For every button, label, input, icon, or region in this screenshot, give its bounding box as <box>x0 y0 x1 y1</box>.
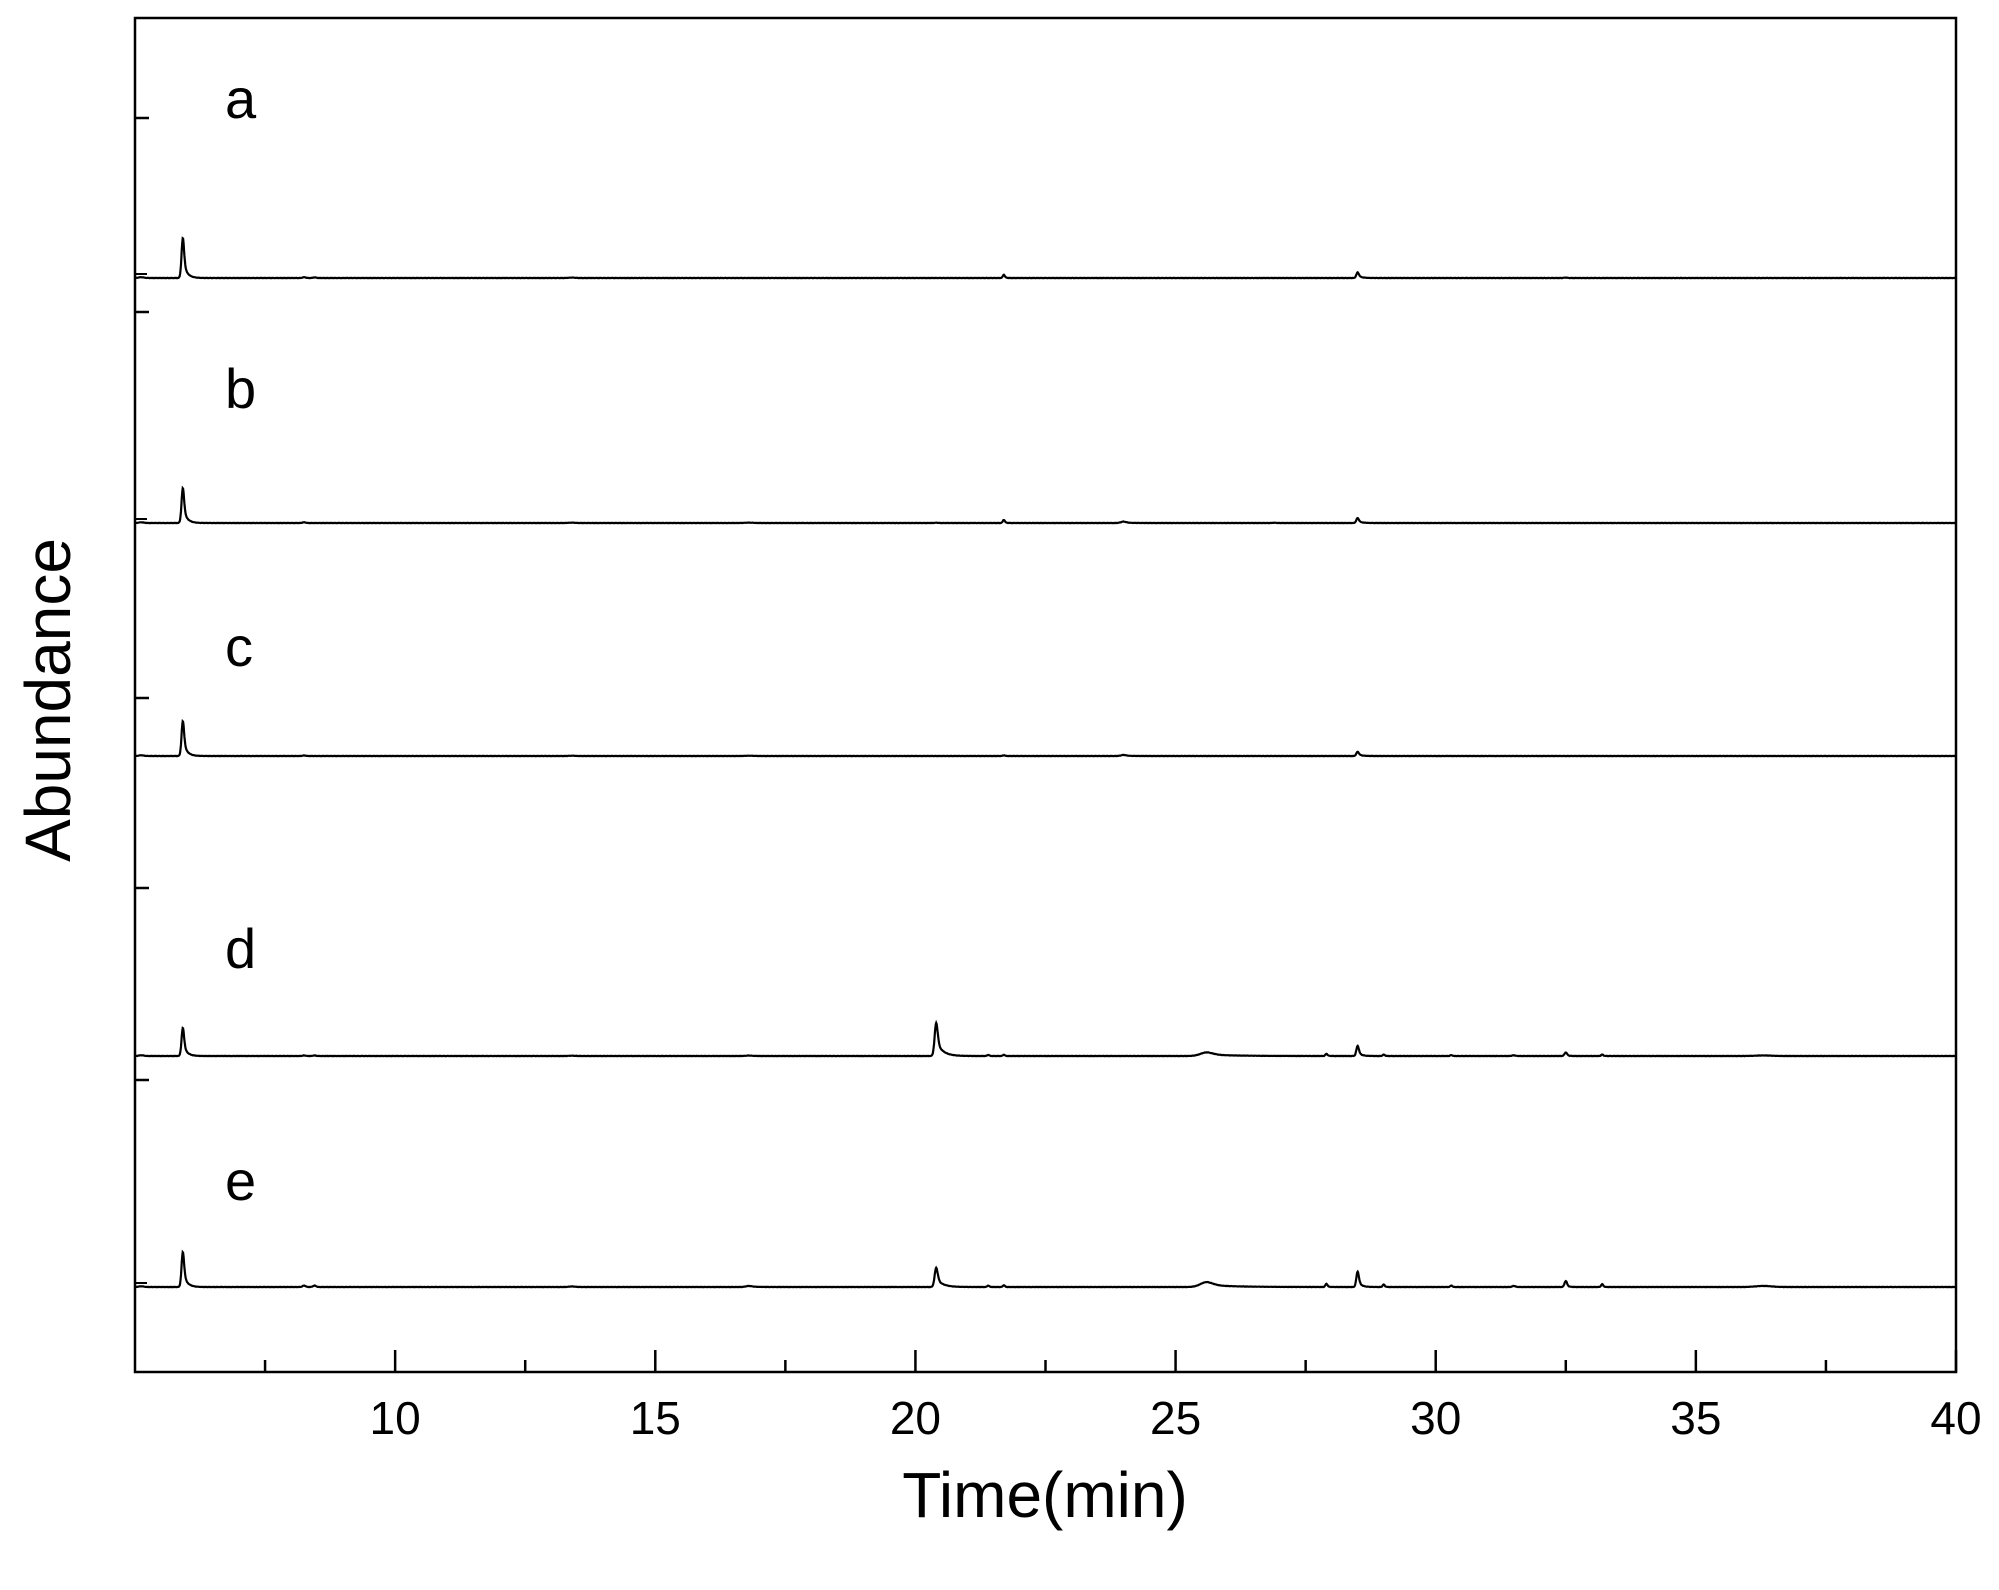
trace-label-c: c <box>225 615 253 678</box>
x-tick-label: 25 <box>1150 1392 1201 1444</box>
trace-a <box>135 236 1957 280</box>
trace-group: a b c d e <box>134 67 1957 1289</box>
x-tick-label: 35 <box>1670 1392 1721 1444</box>
trace-c <box>134 718 1957 758</box>
trace-e <box>135 1249 1957 1289</box>
trace-label-b: b <box>225 357 256 420</box>
x-axis-label: Time(min) <box>902 1459 1188 1531</box>
x-tick-label: 30 <box>1410 1392 1461 1444</box>
plot-frame <box>133 16 1958 1374</box>
y-axis-label: Abundance <box>12 538 84 862</box>
axis-ticks: 10 15 20 25 30 35 40 <box>263 1350 1982 1444</box>
trace-d <box>134 1019 1956 1058</box>
x-tick-label: 10 <box>370 1392 421 1444</box>
trace-label-d: d <box>225 917 256 980</box>
x-tick-label: 15 <box>630 1392 681 1444</box>
trace-label-e: e <box>225 1149 256 1212</box>
x-tick-label: 20 <box>890 1392 941 1444</box>
trace-label-a: a <box>225 67 257 130</box>
trace-b <box>134 485 1957 525</box>
x-tick-label: 40 <box>1930 1392 1981 1444</box>
